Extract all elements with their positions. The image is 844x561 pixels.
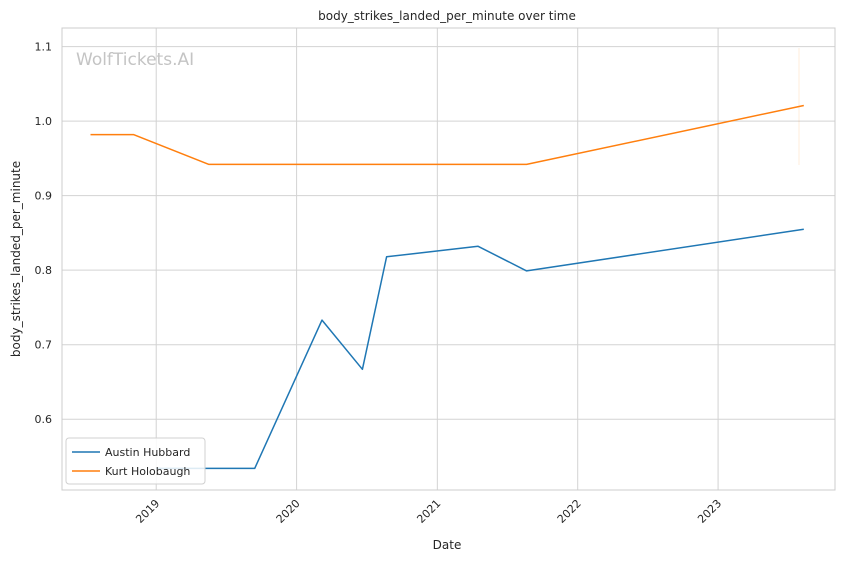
y-tick-label: 0.8 [35,264,53,277]
x-axis-label: Date [433,538,462,552]
watermark: WolfTickets.AI [76,50,194,70]
y-tick-label: 0.9 [35,190,53,203]
series-lines [90,104,804,470]
legend: Austin Hubbard Kurt Holobaugh [65,437,206,485]
chart-title: body_strikes_landed_per_minute over time [318,9,576,23]
y-tick-label: 1.1 [35,41,53,54]
legend-box [65,437,206,485]
grid-lines [62,28,835,490]
legend-label-kurt-holobaugh: Kurt Holobaugh [105,465,190,478]
y-tick-label: 1.0 [35,115,53,128]
series-line-kurt-holobaugh [90,104,804,166]
y-axis-label: body_strikes_landed_per_minute [9,161,23,357]
legend-label-austin-hubbard: Austin Hubbard [105,446,190,459]
axes-frame [61,27,836,491]
y-tick-label: 0.6 [35,413,53,426]
series-line-austin-hubbard [156,228,804,470]
y-tick-label: 0.7 [35,339,53,352]
